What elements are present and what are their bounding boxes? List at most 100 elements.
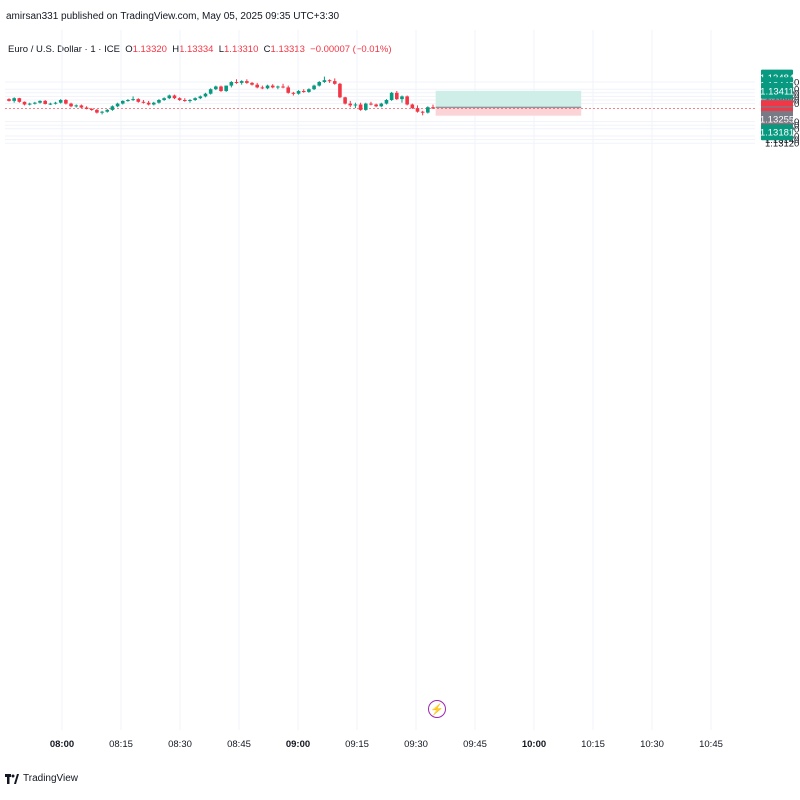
candle-body — [332, 81, 337, 84]
candle-body — [426, 107, 430, 113]
candle-body — [22, 101, 27, 105]
candle-body — [405, 96, 409, 105]
candle-body — [265, 85, 270, 89]
candle-body — [136, 99, 141, 102]
tradingview-logo-icon — [5, 773, 19, 784]
candle-body — [151, 102, 156, 105]
candle-body — [420, 111, 425, 113]
price-label-box — [761, 110, 793, 127]
candle-body — [389, 92, 394, 100]
candle-body — [395, 92, 399, 100]
candle-body — [48, 103, 53, 105]
x-tick-label: 09:30 — [404, 739, 428, 750]
candle-body — [234, 82, 239, 83]
candle-body — [239, 81, 244, 83]
close-label: C — [263, 44, 271, 55]
candle-body — [250, 82, 254, 85]
candle-body — [431, 107, 435, 109]
low-value: 1.13310 — [224, 44, 259, 55]
candle-body — [358, 104, 363, 110]
high-value: 1.13334 — [179, 44, 214, 55]
candle-body — [126, 100, 130, 101]
candle-body — [255, 84, 259, 88]
candle-body — [188, 100, 192, 101]
x-tick-label: 10:15 — [581, 739, 605, 750]
price-label: 1.13181 — [760, 128, 794, 139]
candle-body — [183, 100, 187, 101]
candle-body — [105, 109, 110, 112]
x-tick-label: 09:45 — [463, 739, 487, 750]
candle-body — [141, 101, 146, 103]
x-tick-label: 10:00 — [522, 739, 546, 750]
candle-body — [53, 102, 58, 104]
y-tick-label: 1.13140 — [765, 135, 799, 146]
candle-body — [343, 97, 347, 104]
candle-body — [43, 100, 47, 104]
symbol-title[interactable]: Euro / U.S. Dollar · 1 · ICE — [8, 44, 120, 55]
x-tick-label: 10:30 — [640, 739, 664, 750]
candle-body — [369, 103, 373, 105]
candle-body — [219, 86, 223, 91]
candle-body — [115, 103, 120, 107]
lightning-icon[interactable]: ⚡ — [428, 700, 446, 718]
candle-body — [415, 108, 420, 112]
candle-body — [193, 98, 197, 100]
candle-body — [157, 100, 161, 103]
candle-body — [291, 92, 296, 94]
candle-body — [146, 102, 151, 105]
candle-body — [172, 95, 177, 99]
x-tick-label: 09:15 — [345, 739, 369, 750]
candle-body — [177, 98, 182, 100]
candle-body — [198, 96, 203, 99]
candle-body — [74, 105, 79, 107]
candle-body — [296, 91, 301, 94]
x-tick-label: 08:30 — [168, 739, 192, 750]
candle-body — [338, 83, 342, 98]
candle-body — [224, 85, 228, 91]
candle-body — [384, 100, 389, 104]
x-tick-label: 08:15 — [109, 739, 133, 750]
candle-body — [363, 103, 368, 110]
take-profit-zone — [435, 90, 582, 108]
candle-body — [84, 107, 89, 109]
price-label-box — [761, 82, 793, 99]
price-label: 1.13411 — [760, 86, 794, 97]
candle-body — [322, 80, 327, 82]
candle-body — [270, 85, 275, 88]
open-label: O — [125, 44, 133, 55]
candle-body — [410, 104, 415, 109]
candle-body — [327, 80, 332, 82]
candle-body — [64, 100, 68, 104]
candle-body — [374, 104, 378, 107]
candle-body — [400, 96, 404, 100]
candle-body — [286, 87, 291, 93]
candle-body — [167, 95, 172, 99]
candle-body — [100, 111, 104, 113]
ohlc-legend: Euro / U.S. Dollar · 1 · ICE O1.13320 H1… — [8, 44, 391, 55]
candle-body — [245, 81, 249, 83]
candle-body — [312, 85, 316, 90]
candle-body — [301, 91, 306, 92]
stop-loss-zone — [435, 107, 582, 116]
candle-body — [110, 106, 115, 110]
candle-body — [229, 82, 234, 86]
candle-body — [317, 82, 322, 86]
price-label: 1.13255 — [760, 114, 794, 125]
candle-body — [353, 104, 358, 106]
footer: TradingView — [5, 773, 78, 784]
published-line: amirsan331 published on TradingView.com,… — [6, 11, 340, 22]
candle-body — [208, 89, 213, 94]
candle-body — [281, 86, 285, 88]
change-value: −0.00007 (−0.01%) — [310, 44, 392, 55]
candle-body — [12, 98, 16, 101]
y-tick-label: 1.13120 — [765, 139, 799, 150]
candle-body — [58, 100, 63, 103]
close-value: 1.13313 — [270, 44, 305, 55]
candle-body — [38, 100, 42, 103]
candle-body — [95, 109, 99, 113]
candle-body — [260, 87, 265, 89]
candle-body — [276, 86, 280, 88]
candle-body — [7, 99, 11, 101]
low-label: L — [218, 44, 225, 55]
